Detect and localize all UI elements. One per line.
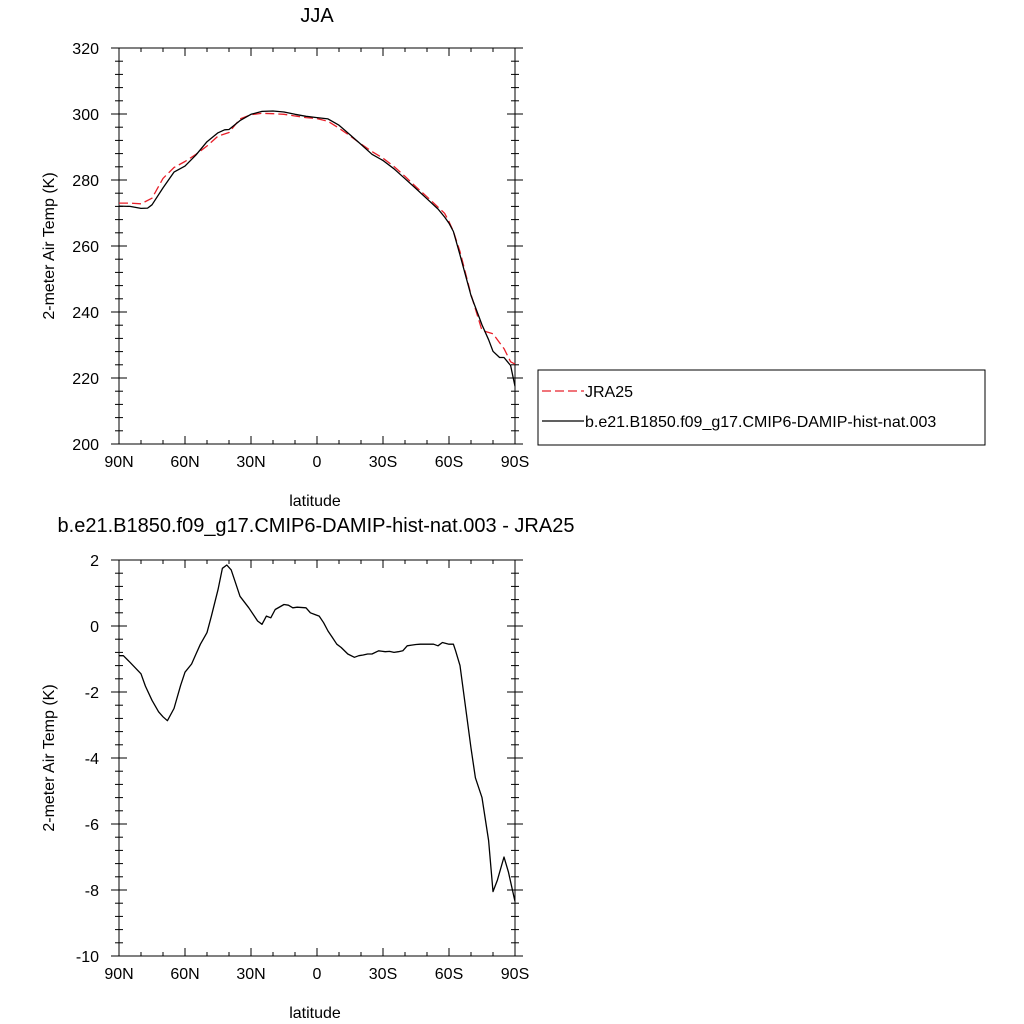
x-tick-label: 60N	[170, 454, 199, 471]
series-line-0-1	[118, 110, 516, 387]
y-tick-label: 260	[72, 239, 99, 256]
plot-frame	[118, 47, 516, 445]
chart-title: b.e21.B1850.f09_g17.CMIP6-DAMIP-hist-nat…	[58, 515, 575, 537]
plot-frame	[118, 559, 516, 957]
x-tick-label: 30N	[236, 966, 265, 983]
x-tick-label: 60S	[435, 454, 463, 471]
y-tick-label: -6	[85, 817, 99, 834]
series-line-1-0	[119, 564, 516, 902]
y-tick-label: 220	[72, 371, 99, 388]
x-tick-label: 60S	[435, 966, 463, 983]
y-tick-label: 2	[90, 553, 99, 570]
bottom-chart: b.e21.B1850.f09_g17.CMIP6-DAMIP-hist-nat…	[41, 515, 574, 1022]
x-axis-label: latitude	[289, 1005, 341, 1022]
y-tick-label: 300	[72, 107, 99, 124]
x-tick-label: 90N	[104, 454, 133, 471]
y-tick-label: -10	[76, 949, 99, 966]
legend: JRA25 b.e21.B1850.f09_g17.CMIP6-DAMIP-his…	[537, 369, 986, 446]
y-tick-label: 200	[72, 437, 99, 454]
y-tick-label: 320	[72, 41, 99, 58]
x-tick-label: 60N	[170, 966, 199, 983]
x-tick-label: 90S	[501, 966, 529, 983]
chart-title: JJA	[300, 5, 334, 27]
y-tick-label: -4	[85, 751, 99, 768]
x-axis-label: latitude	[289, 493, 341, 510]
legend-entry-0: JRA25	[585, 384, 633, 401]
y-tick-label: 0	[90, 619, 99, 636]
x-tick-label: 30S	[369, 454, 397, 471]
series-line-0-0	[119, 112, 516, 365]
x-tick-label: 90N	[104, 966, 133, 983]
x-tick-label: 0	[313, 966, 322, 983]
y-tick-label: 240	[72, 305, 99, 322]
y-axis-label: 2-meter Air Temp (K)	[41, 684, 58, 831]
x-tick-label: 0	[313, 454, 322, 471]
x-tick-label: 30S	[369, 966, 397, 983]
y-tick-label: -2	[85, 685, 99, 702]
y-axis-label: 2-meter Air Temp (K)	[41, 172, 58, 319]
legend-entry-1: b.e21.B1850.f09_g17.CMIP6-DAMIP-hist-nat…	[585, 414, 936, 431]
x-tick-label: 30N	[236, 454, 265, 471]
y-tick-label: -8	[85, 883, 99, 900]
top-chart: JJA 90N 60N 30N 0 30S 60S 90S 200 220 240 260 280 300…	[41, 5, 529, 510]
y-tick-label: 280	[72, 173, 99, 190]
x-tick-label: 90S	[501, 454, 529, 471]
legend-box	[537, 369, 986, 446]
